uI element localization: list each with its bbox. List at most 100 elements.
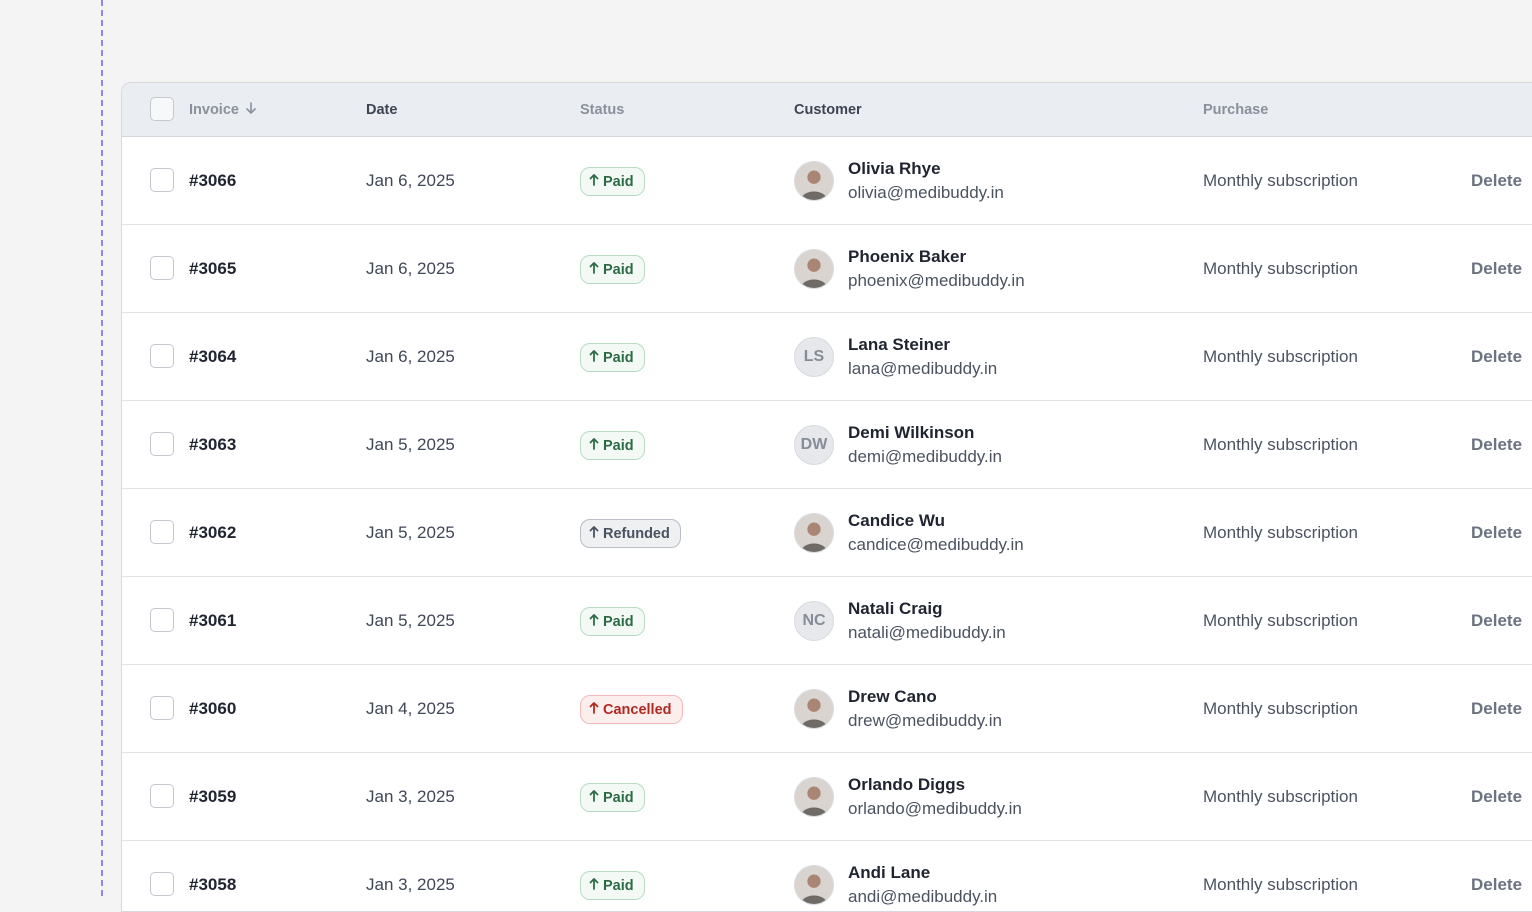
row-checkbox[interactable] bbox=[150, 696, 174, 720]
table-row: #3065 Jan 6, 2025 Paid Phoenix Baker phoenix… bbox=[122, 225, 1532, 313]
status-badge: Paid bbox=[580, 343, 645, 372]
avatar: LS bbox=[794, 337, 834, 377]
invoice-number[interactable]: #3062 bbox=[189, 523, 237, 542]
customer-email: demi@medibuddy.in bbox=[848, 447, 1002, 466]
purchase-description: Monthly subscription bbox=[1203, 171, 1358, 190]
purchase-description: Monthly subscription bbox=[1203, 787, 1358, 806]
row-checkbox[interactable] bbox=[150, 432, 174, 456]
delete-button[interactable]: Delete bbox=[1471, 699, 1523, 718]
customer-name: Andi Lane bbox=[848, 863, 931, 882]
purchase-description: Monthly subscription bbox=[1203, 259, 1358, 278]
customer-email: olivia@medibuddy.in bbox=[848, 183, 1004, 202]
status-label: Refunded bbox=[603, 525, 670, 542]
invoice-number[interactable]: #3066 bbox=[189, 171, 237, 190]
customer-name: Demi Wilkinson bbox=[848, 423, 975, 442]
invoice-date: Jan 6, 2025 bbox=[366, 259, 455, 278]
purchase-description: Monthly subscription bbox=[1203, 435, 1358, 454]
row-checkbox[interactable] bbox=[150, 608, 174, 632]
row-checkbox[interactable] bbox=[150, 872, 174, 896]
status-label: Paid bbox=[603, 349, 634, 366]
invoice-number[interactable]: #3064 bbox=[189, 347, 237, 366]
status-badge: Cancelled bbox=[580, 695, 683, 724]
invoice-number[interactable]: #3065 bbox=[189, 259, 237, 278]
customer-email: phoenix@medibuddy.in bbox=[848, 271, 1025, 290]
status-label: Paid bbox=[603, 173, 634, 190]
status-label: Paid bbox=[603, 613, 634, 630]
avatar-initials: DW bbox=[800, 436, 828, 453]
status-badge: Paid bbox=[580, 431, 645, 460]
table-row: #3062 Jan 5, 2025 Refunded Candice Wu candic… bbox=[122, 489, 1532, 577]
status-badge: Refunded bbox=[580, 519, 681, 548]
row-checkbox[interactable] bbox=[150, 168, 174, 192]
avatar: DW bbox=[794, 425, 834, 465]
avatar bbox=[794, 513, 834, 553]
select-all-checkbox[interactable] bbox=[150, 97, 174, 121]
table-row: #3060 Jan 4, 2025 Cancelled Drew Cano drew@m… bbox=[122, 665, 1532, 753]
purchase-description: Monthly subscription bbox=[1203, 523, 1358, 542]
arrow-up-icon bbox=[589, 613, 599, 630]
column-header-purchase[interactable]: Purchase bbox=[1203, 102, 1269, 118]
delete-button[interactable]: Delete bbox=[1471, 259, 1523, 278]
status-badge: Paid bbox=[580, 167, 645, 196]
arrow-up-icon bbox=[589, 789, 599, 806]
row-checkbox[interactable] bbox=[150, 520, 174, 544]
delete-button[interactable]: Delete bbox=[1471, 171, 1523, 190]
invoice-number[interactable]: #3061 bbox=[189, 611, 237, 630]
customer-name: Drew Cano bbox=[848, 687, 937, 706]
arrow-up-icon bbox=[589, 261, 599, 278]
arrow-up-icon bbox=[589, 701, 599, 718]
column-header-invoice[interactable]: Invoice bbox=[189, 102, 257, 119]
invoice-date: Jan 4, 2025 bbox=[366, 699, 455, 718]
avatar bbox=[794, 689, 834, 729]
customer-name: Natali Craig bbox=[848, 599, 943, 618]
column-header-customer[interactable]: Customer bbox=[794, 102, 862, 118]
status-badge: Paid bbox=[580, 871, 645, 900]
avatar bbox=[794, 865, 834, 905]
status-label: Paid bbox=[603, 789, 634, 806]
layout-guide-line bbox=[101, 0, 103, 896]
invoice-table: Invoice Date Status Customer Purchase #3… bbox=[121, 82, 1532, 912]
purchase-description: Monthly subscription bbox=[1203, 347, 1358, 366]
invoice-number[interactable]: #3060 bbox=[189, 699, 237, 718]
invoice-date: Jan 6, 2025 bbox=[366, 171, 455, 190]
avatar-initials: NC bbox=[802, 612, 826, 629]
row-checkbox[interactable] bbox=[150, 256, 174, 280]
column-header-date[interactable]: Date bbox=[366, 102, 398, 118]
invoice-date: Jan 5, 2025 bbox=[366, 523, 455, 542]
delete-button[interactable]: Delete bbox=[1471, 347, 1523, 366]
invoice-number[interactable]: #3063 bbox=[189, 435, 237, 454]
column-header-invoice-label: Invoice bbox=[189, 102, 239, 118]
customer-email: orlando@medibuddy.in bbox=[848, 799, 1022, 818]
row-checkbox[interactable] bbox=[150, 784, 174, 808]
table-row: #3059 Jan 3, 2025 Paid Orlando Diggs orlando… bbox=[122, 753, 1532, 841]
avatar bbox=[794, 161, 834, 201]
table-row: #3066 Jan 6, 2025 Paid Olivia Rhye olivia@me… bbox=[122, 137, 1532, 225]
delete-button[interactable]: Delete bbox=[1471, 523, 1523, 542]
column-header-status[interactable]: Status bbox=[580, 102, 625, 118]
arrow-up-icon bbox=[589, 437, 599, 454]
status-label: Paid bbox=[603, 437, 634, 454]
invoice-date: Jan 3, 2025 bbox=[366, 787, 455, 806]
invoice-number[interactable]: #3059 bbox=[189, 787, 237, 806]
table-row: #3061 Jan 5, 2025 Paid NC Natali Craig natali… bbox=[122, 577, 1532, 665]
status-badge: Paid bbox=[580, 607, 645, 636]
arrow-down-icon bbox=[245, 102, 257, 119]
delete-button[interactable]: Delete bbox=[1471, 435, 1523, 454]
avatar bbox=[794, 777, 834, 817]
customer-email: drew@medibuddy.in bbox=[848, 711, 1002, 730]
invoice-date: Jan 5, 2025 bbox=[366, 611, 455, 630]
arrow-up-icon bbox=[589, 877, 599, 894]
arrow-up-icon bbox=[589, 173, 599, 190]
customer-name: Candice Wu bbox=[848, 511, 945, 530]
invoice-number[interactable]: #3058 bbox=[189, 875, 237, 894]
row-checkbox[interactable] bbox=[150, 344, 174, 368]
delete-button[interactable]: Delete bbox=[1471, 787, 1523, 806]
invoice-date: Jan 5, 2025 bbox=[366, 435, 455, 454]
status-label: Paid bbox=[603, 877, 634, 894]
delete-button[interactable]: Delete bbox=[1471, 611, 1523, 630]
purchase-description: Monthly subscription bbox=[1203, 699, 1358, 718]
table-body: #3066 Jan 6, 2025 Paid Olivia Rhye olivia@me… bbox=[122, 137, 1532, 911]
delete-button[interactable]: Delete bbox=[1471, 875, 1523, 894]
customer-email: andi@medibuddy.in bbox=[848, 887, 998, 906]
customer-email: lana@medibuddy.in bbox=[848, 359, 998, 378]
